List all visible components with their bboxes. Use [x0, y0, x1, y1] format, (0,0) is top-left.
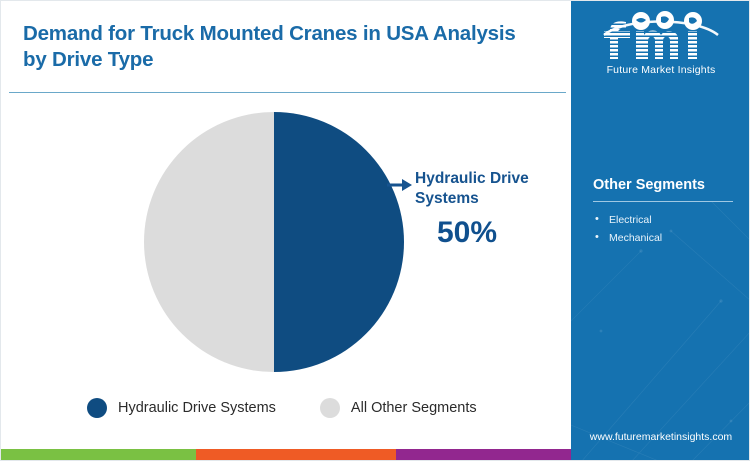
- other-segments-title: Other Segments: [593, 177, 705, 193]
- callout-value: 50%: [437, 216, 498, 249]
- other-segments-block: Other Segments Electrical Mechanical: [593, 177, 739, 250]
- pie-chart: [144, 112, 404, 372]
- site-url: www.futuremarketinsights.com: [589, 431, 733, 443]
- pie-slice-hydraulic-drive-systems: [274, 112, 404, 372]
- bar-segment-orange: [196, 449, 396, 460]
- main-content-area: Demand for Truck Mounted Cranes in USA A…: [1, 1, 571, 460]
- legend-label: Hydraulic Drive Systems: [118, 400, 276, 416]
- other-segments-list: Electrical Mechanical: [593, 213, 739, 244]
- callout-text-block: Hydraulic Drive Systems 50%: [415, 169, 565, 250]
- title-divider: [9, 92, 566, 93]
- callout-label: Hydraulic Drive Systems: [415, 170, 529, 207]
- list-item: Electrical: [593, 213, 739, 226]
- panel-texture-decoration: [571, 200, 749, 460]
- brand-logo: Future Market Insights: [571, 9, 749, 76]
- other-segments-divider: [593, 201, 733, 202]
- legend-swatch-icon: [87, 398, 107, 418]
- side-panel: Future Market Insights Other Segments El…: [571, 1, 749, 460]
- bar-segment-green: [1, 449, 196, 460]
- bottom-color-bar: [1, 449, 571, 460]
- chart-legend: Hydraulic Drive Systems All Other Segmen…: [87, 398, 477, 418]
- page-title: Demand for Truck Mounted Cranes in USA A…: [23, 22, 516, 71]
- list-item: Mechanical: [593, 231, 739, 244]
- arrow-right-icon: [387, 179, 412, 191]
- legend-swatch-icon: [319, 398, 340, 418]
- pie-slice-all-other-segments: [144, 112, 274, 372]
- bar-segment-purple: [396, 449, 571, 460]
- legend-label: All Other Segments: [350, 400, 477, 416]
- fmi-logo-icon: [603, 11, 719, 59]
- legend-item: All Other Segments: [319, 398, 477, 418]
- logo-tagline: Future Market Insights: [606, 64, 716, 76]
- legend-item: Hydraulic Drive Systems: [87, 398, 276, 418]
